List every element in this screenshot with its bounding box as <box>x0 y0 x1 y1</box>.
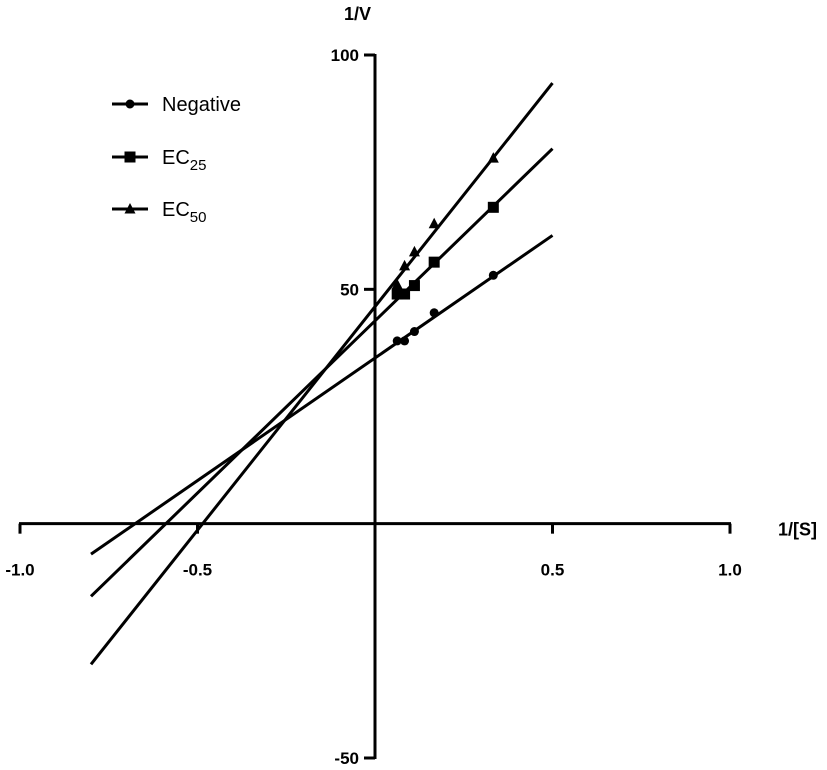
data-point-ec50 <box>391 278 403 290</box>
x-tick-label: 0.5 <box>541 561 565 580</box>
data-point-ec25 <box>408 280 420 292</box>
legend-label-ec50: EC50 <box>162 199 206 226</box>
legend-marker-ec50 <box>124 203 136 214</box>
y-tick-label: 100 <box>331 46 359 65</box>
y-tick-label: 50 <box>340 280 359 299</box>
data-point-ec50 <box>487 152 499 163</box>
legend-label-negative: Negative <box>162 94 241 116</box>
data-point-ec50 <box>408 245 420 257</box>
data-points <box>391 152 499 346</box>
fit-lines <box>89 82 554 666</box>
data-point-negative <box>400 336 410 346</box>
x-tick-label: -1.0 <box>5 561 34 580</box>
legend-marker-negative <box>125 99 135 109</box>
x-axis-title: 1/[S] <box>778 520 817 540</box>
data-point-ec25 <box>399 288 411 300</box>
legend-marker-ec25 <box>124 151 136 163</box>
fit-line-negative <box>90 234 554 556</box>
legend-label-ec25: EC25 <box>162 147 206 174</box>
data-point-negative <box>488 270 498 280</box>
data-point-ec25 <box>487 201 499 213</box>
data-point-negative <box>429 308 439 318</box>
axes: 1/[S] 1/V <box>19 4 817 759</box>
data-point-ec50 <box>428 217 440 229</box>
legend: Negative EC25 EC50 <box>112 94 241 226</box>
fit-line-ec50 <box>89 82 554 666</box>
data-point-negative <box>409 327 419 337</box>
y-axis-title: 1/V <box>344 4 371 24</box>
data-point-ec50 <box>399 259 411 271</box>
data-point-ec25 <box>391 288 403 300</box>
x-tick-label: 1.0 <box>718 561 742 580</box>
data-point-ec25 <box>428 256 440 268</box>
y-tick-label: -50 <box>334 749 359 768</box>
data-point-negative <box>392 336 402 346</box>
x-tick-label: -0.5 <box>183 561 212 580</box>
